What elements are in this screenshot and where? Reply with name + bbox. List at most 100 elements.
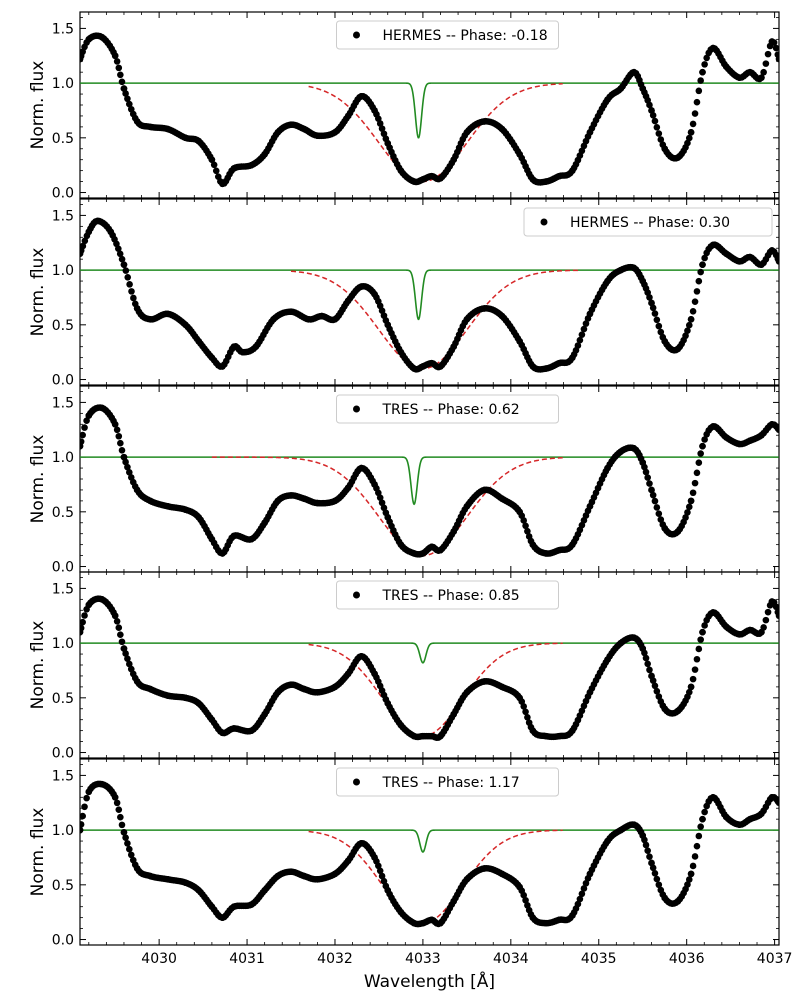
observed-point <box>287 121 295 128</box>
x-tick-label: 4032 <box>317 951 353 967</box>
observed-point <box>768 793 776 801</box>
observed-point <box>630 264 638 272</box>
observed-point <box>450 710 457 718</box>
observed-point <box>682 514 689 521</box>
observed-point <box>147 685 154 693</box>
y-tick-label: 0.5 <box>52 505 74 521</box>
y-tick-label: 1.0 <box>52 263 74 279</box>
observed-series <box>80 32 779 188</box>
observed-point <box>124 655 131 662</box>
observed-point <box>758 74 765 81</box>
observed-point <box>164 310 172 318</box>
observed-point <box>287 308 295 315</box>
observed-point <box>653 123 661 131</box>
observed-point <box>208 903 216 911</box>
legend-marker <box>353 591 360 599</box>
observed-point <box>410 178 418 185</box>
observed-point <box>569 354 576 361</box>
observed-point <box>133 118 141 125</box>
observed-point <box>81 612 88 619</box>
observed-point <box>230 343 238 351</box>
y-tick-label: 0.0 <box>52 373 74 389</box>
observed-point <box>604 837 611 845</box>
x-tick-label: 4034 <box>493 951 529 967</box>
observed-point <box>376 120 384 127</box>
observed-point <box>674 345 682 353</box>
model-curve <box>308 642 563 737</box>
x-tick-label: 4035 <box>581 951 617 967</box>
observed-point <box>133 865 141 872</box>
observed-point <box>164 876 172 883</box>
observed-point <box>300 685 308 693</box>
observed-point <box>574 342 582 349</box>
observed-point <box>344 112 352 120</box>
observed-point <box>764 50 772 58</box>
observed-series <box>80 780 779 928</box>
line-profile-curve <box>80 269 779 321</box>
observed-point <box>648 859 655 867</box>
legend-label: HERMES -- Phase: -0.18 <box>383 28 548 44</box>
observed-point <box>701 808 708 816</box>
observed-point <box>118 638 126 646</box>
observed-point <box>113 799 121 807</box>
observed-point <box>569 167 576 174</box>
observed-point <box>697 77 704 84</box>
observed-point <box>689 489 697 497</box>
observed-point <box>208 716 216 724</box>
observed-point <box>130 294 137 302</box>
observed-point <box>697 268 704 276</box>
observed-point <box>248 727 255 734</box>
observed-point <box>117 71 124 79</box>
observed-point <box>746 68 754 76</box>
observed-point <box>419 176 427 183</box>
observed-point <box>655 510 663 517</box>
observed-point <box>419 919 427 927</box>
y-axis-label: Norm. flux <box>28 61 48 150</box>
observed-point <box>287 681 295 688</box>
observed-point <box>344 670 352 678</box>
y-tick-label: 0.0 <box>52 560 74 576</box>
observed-point <box>498 870 506 878</box>
observed-point <box>758 628 765 636</box>
x-tick-label: 4031 <box>229 951 265 967</box>
observed-point <box>133 305 141 312</box>
observed-point <box>195 886 202 894</box>
observed-point <box>657 136 665 143</box>
observed-point <box>358 464 365 472</box>
observed-point <box>604 96 611 103</box>
line-profile-curve <box>80 82 779 139</box>
observed-point <box>646 101 653 109</box>
observed-point <box>314 689 321 696</box>
observed-point <box>230 725 238 732</box>
observed-point <box>117 813 124 821</box>
observed-point <box>576 336 584 344</box>
observed-point <box>397 908 405 916</box>
observed-point <box>300 872 308 880</box>
observed-point <box>111 52 119 60</box>
observed-point <box>261 886 268 894</box>
observed-point <box>762 616 770 624</box>
observed-point <box>586 129 594 136</box>
observed-point <box>314 132 321 139</box>
observed-point <box>648 299 655 307</box>
observed-point <box>630 821 638 828</box>
observed-point <box>410 732 418 740</box>
observed-point <box>195 513 202 521</box>
observed-point <box>657 328 665 336</box>
observed-point <box>736 440 743 448</box>
observed-point <box>419 550 427 557</box>
observed-point <box>709 241 717 249</box>
observed-point <box>691 479 699 487</box>
observed-point <box>252 343 260 351</box>
legend-marker <box>353 31 360 39</box>
observed-point <box>384 886 392 894</box>
observed-point <box>118 255 126 263</box>
observed-point <box>648 672 655 680</box>
x-tick-label: 4037 <box>757 951 793 967</box>
observed-point <box>208 354 216 361</box>
observed-point <box>230 532 238 540</box>
observed-point <box>314 499 321 507</box>
observed-point <box>115 806 123 813</box>
observed-point <box>699 815 706 823</box>
line-profile-curve <box>80 642 779 664</box>
